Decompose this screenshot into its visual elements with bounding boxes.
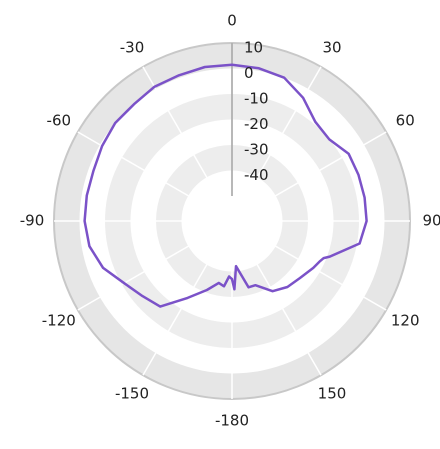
angle-label--30: -30 [120, 38, 145, 56]
angle-label--180: -180 [215, 412, 249, 430]
radial-tick-label-0: 0 [244, 64, 254, 82]
spoke-60 [253, 131, 387, 210]
spoke-210 [142, 242, 221, 376]
center-hole [207, 196, 257, 246]
angle-label--60: -60 [47, 112, 72, 130]
angle-label--120: -120 [42, 312, 76, 330]
series-layer [83, 63, 368, 308]
radial-tick-label-10: 10 [244, 39, 263, 57]
spoke-330 [142, 66, 221, 200]
spoke-240 [77, 232, 211, 311]
angle-label-150: 150 [318, 385, 347, 403]
angle-label-30: 30 [322, 38, 341, 56]
angle-label-60: 60 [396, 112, 415, 130]
radial-tick-label--40: -40 [244, 166, 269, 184]
radial-tick-label--20: -20 [244, 115, 269, 133]
spoke-120 [253, 232, 387, 311]
spoke-300 [77, 131, 211, 210]
spoke-150 [243, 242, 322, 376]
radial-tick-label-group: 10 0 -10 -20 -30 -40 [244, 39, 269, 185]
angle-label-group: 0 30 60 90 120 150 -180 -150 -120 -90 -60 -30 [20, 12, 440, 430]
series-line-0 [83, 63, 368, 308]
radial-tick-label--10: -10 [244, 90, 269, 108]
angle-label-90: 90 [422, 212, 440, 230]
spoke-30 [243, 66, 322, 200]
angle-label--150: -150 [115, 385, 149, 403]
angle-label-120: 120 [391, 312, 420, 330]
radial-tick-label--30: -30 [244, 141, 269, 159]
angle-label-0: 0 [227, 12, 237, 30]
angle-label--90: -90 [20, 212, 45, 230]
